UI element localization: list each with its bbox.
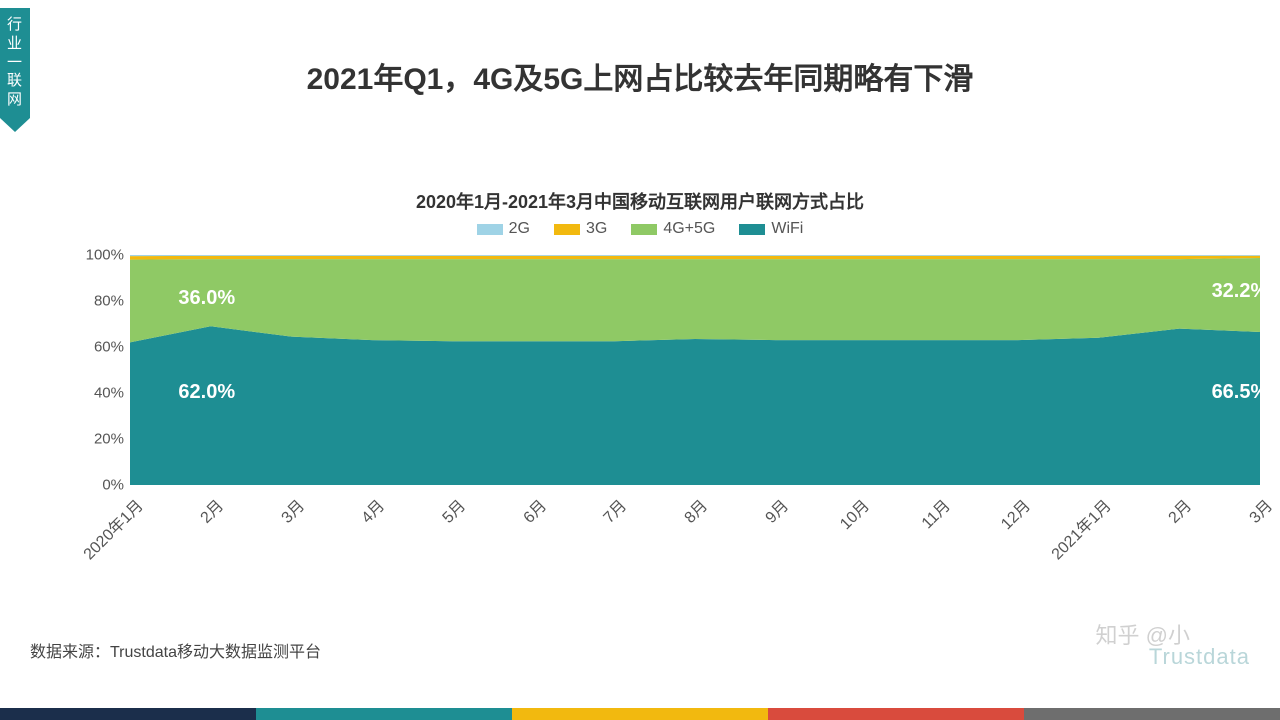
footer-bar — [768, 708, 1024, 720]
legend-label: 4G+5G — [663, 220, 715, 238]
footer-bar — [1024, 708, 1280, 720]
chart-subtitle: 2020年1月-2021年3月中国移动互联网用户联网方式占比 — [0, 188, 1280, 214]
legend-label: WiFi — [771, 220, 803, 238]
x-tick-label: 2020年1月 — [76, 493, 147, 564]
x-tick-label: 6月 — [516, 493, 551, 528]
x-tick-label: 7月 — [597, 493, 632, 528]
footer-bar — [0, 708, 256, 720]
x-tick-label: 3月 — [1242, 493, 1277, 528]
x-tick-label: 5月 — [435, 493, 470, 528]
y-tick-label: 60% — [70, 339, 124, 356]
x-tick-label: 12月 — [994, 493, 1035, 534]
chart-area: 0%20%40%60%80%100% 36.0%62.0%32.2%66.5% … — [70, 255, 1260, 517]
area-g4g5 — [130, 258, 1260, 342]
legend-swatch — [477, 224, 503, 235]
x-tick-label: 3月 — [274, 493, 309, 528]
footer-bar — [256, 708, 512, 720]
page-title: 2021年Q1，4G及5G上网占比较去年同期略有下滑 — [0, 54, 1280, 98]
legend-item: 2G — [477, 220, 530, 238]
x-tick-label: 2021年1月 — [1044, 493, 1115, 564]
legend-item: 3G — [554, 220, 607, 238]
x-axis-labels: 2020年1月 2月 3月 4月 5月 6月 7月 8月 9月 10月 11月 12月2021年1月 2… — [70, 491, 1260, 561]
legend-swatch — [739, 224, 765, 235]
data-source-text: 数据来源：Trustdata移动大数据监测平台 — [30, 638, 321, 662]
y-tick-label: 100% — [70, 247, 124, 264]
x-tick-label: 10月 — [833, 493, 874, 534]
x-tick-label: 11月 — [914, 493, 954, 533]
legend-item: 4G+5G — [631, 220, 715, 238]
footer-color-bars — [0, 708, 1280, 720]
data-label: 32.2% — [1212, 280, 1269, 303]
area-wifi — [130, 326, 1260, 485]
legend-label: 3G — [586, 220, 607, 238]
legend-swatch — [554, 224, 580, 235]
x-tick-label: 8月 — [677, 493, 712, 528]
data-label: 62.0% — [178, 381, 235, 404]
footer-bar — [512, 708, 768, 720]
chart-legend: 2G 3G 4G+5G WiFi — [0, 220, 1280, 240]
area-g3 — [130, 256, 1260, 260]
y-tick-label: 40% — [70, 385, 124, 402]
chart-plot: 36.0%62.0%32.2%66.5% — [130, 255, 1260, 485]
legend-swatch — [631, 224, 657, 235]
y-tick-label: 80% — [70, 293, 124, 310]
legend-item: WiFi — [739, 220, 803, 238]
chart-svg — [130, 255, 1260, 485]
x-tick-label: 2月 — [193, 493, 228, 528]
x-tick-label: 4月 — [355, 493, 390, 528]
legend-label: 2G — [509, 220, 530, 238]
data-label: 66.5% — [1212, 381, 1269, 404]
watermark-brand: Trustdata — [1149, 644, 1250, 670]
y-tick-label: 20% — [70, 431, 124, 448]
x-tick-label: 9月 — [758, 493, 793, 528]
x-tick-label: 2月 — [1162, 493, 1197, 528]
data-label: 36.0% — [178, 287, 235, 310]
